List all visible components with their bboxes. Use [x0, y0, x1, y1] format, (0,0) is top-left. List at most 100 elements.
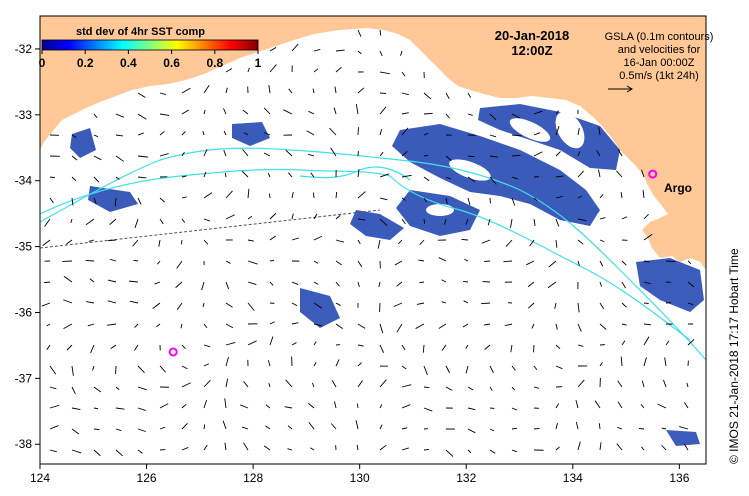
velocity-arrow — [398, 239, 403, 245]
velocity-arrow — [357, 29, 362, 37]
velocity-arrow — [683, 443, 689, 451]
velocity-arrow — [222, 420, 227, 430]
velocity-arrow — [555, 195, 563, 199]
velocity-arrow — [115, 134, 123, 137]
velocity-arrow — [379, 128, 383, 136]
y-tick-label: -35 — [15, 240, 33, 254]
velocity-arrow — [159, 403, 169, 409]
velocity-arrow — [489, 134, 497, 138]
velocity-arrows — [41, 29, 695, 457]
velocity-arrow — [481, 302, 491, 305]
velocity-arrow — [93, 155, 102, 161]
velocity-arrow — [683, 402, 689, 409]
velocity-arrow — [642, 189, 645, 199]
velocity-arrow — [203, 344, 211, 348]
velocity-arrow — [152, 302, 161, 309]
velocity-arrow — [555, 239, 558, 248]
velocity-arrow — [621, 281, 627, 289]
velocity-arrow — [463, 280, 469, 283]
velocity-arrow — [285, 379, 293, 388]
velocity-arrow — [617, 149, 623, 157]
velocity-arrow — [356, 444, 359, 451]
velocity-arrow — [445, 449, 454, 457]
velocity-arrow — [510, 218, 513, 228]
argo-floats — [168, 169, 658, 357]
velocity-arrow — [621, 323, 627, 326]
velocity-arrow — [291, 281, 299, 285]
velocity-arrow — [175, 281, 183, 288]
velocity-arrow — [159, 218, 164, 225]
x-tick-label: 124 — [30, 471, 50, 485]
velocity-arrow — [114, 197, 117, 207]
velocity-arrow — [63, 275, 73, 283]
velocity-arrow — [225, 190, 233, 199]
velocity-arrow — [225, 281, 230, 290]
velocity-arrow — [418, 259, 425, 262]
velocity-arrow — [503, 260, 513, 263]
velocity-arrow — [467, 386, 474, 391]
velocity-arrow — [203, 218, 211, 222]
velocity-arrow — [181, 87, 191, 94]
velocity-arrow — [287, 172, 293, 178]
velocity-arrow — [115, 386, 120, 390]
velocity-arrow — [461, 239, 469, 241]
velocity-arrow — [71, 449, 82, 454]
velocity-arrow — [263, 152, 271, 157]
velocity-arrow — [137, 155, 148, 158]
velocity-arrow — [308, 421, 315, 430]
x-tick-label: 128 — [243, 471, 263, 485]
velocity-arrow — [71, 365, 74, 376]
velocity-arrow — [93, 134, 99, 138]
velocity-arrow — [49, 197, 54, 204]
velocity-arrow — [555, 365, 563, 370]
velocity-arrow — [575, 421, 579, 430]
velocity-arrow — [115, 449, 124, 457]
velocity-arrow — [379, 323, 384, 334]
velocity-arrow — [357, 50, 362, 55]
velocity-arrow — [379, 29, 382, 36]
velocity-arrow — [269, 235, 276, 241]
velocity-arrow — [445, 113, 450, 119]
velocity-arrow — [137, 407, 146, 411]
velocity-arrow — [489, 155, 498, 158]
velocity-arrow — [93, 197, 97, 205]
velocity-arrow — [599, 323, 607, 330]
velocity-arrow — [291, 342, 297, 346]
velocity-arrow — [643, 260, 650, 263]
velocity-arrow — [554, 302, 557, 309]
argo-label: Argo — [664, 181, 692, 195]
velocity-arrow — [242, 109, 249, 115]
velocity-arrow — [42, 239, 51, 246]
velocity-arrow — [401, 344, 406, 351]
velocity-arrow — [620, 356, 623, 367]
velocity-arrow — [465, 344, 469, 349]
velocity-arrow — [621, 260, 627, 266]
velocity-arrow — [241, 426, 249, 430]
velocity-arrow — [379, 50, 383, 57]
velocity-arrow — [291, 191, 294, 199]
legend-line-2: and velocities for — [618, 44, 701, 56]
velocity-arrow — [269, 259, 275, 262]
velocity-arrow — [71, 197, 74, 206]
velocity-arrow — [527, 281, 535, 288]
velocity-arrow — [511, 176, 518, 180]
velocity-arrow — [106, 323, 117, 326]
velocity-arrow — [679, 426, 689, 430]
velocity-arrow — [267, 173, 271, 178]
velocity-arrow — [555, 403, 560, 409]
colorbar-tick-label: 0.2 — [77, 56, 94, 70]
velocity-arrow — [378, 281, 381, 287]
velocity-arrow — [225, 260, 231, 264]
velocity-arrow — [41, 302, 51, 307]
velocity-arrow — [243, 381, 249, 388]
argo-float-marker — [648, 169, 658, 179]
velocity-arrow — [511, 154, 521, 157]
velocity-arrow — [598, 169, 601, 178]
date-label: 20-Jan-2018 — [495, 28, 569, 43]
velocity-arrow — [445, 155, 452, 161]
velocity-arrow — [269, 47, 277, 52]
velocity-arrow — [415, 323, 425, 329]
velocity-arrow — [269, 336, 274, 346]
velocity-arrow — [310, 172, 315, 178]
argo-float-marker — [168, 347, 178, 357]
